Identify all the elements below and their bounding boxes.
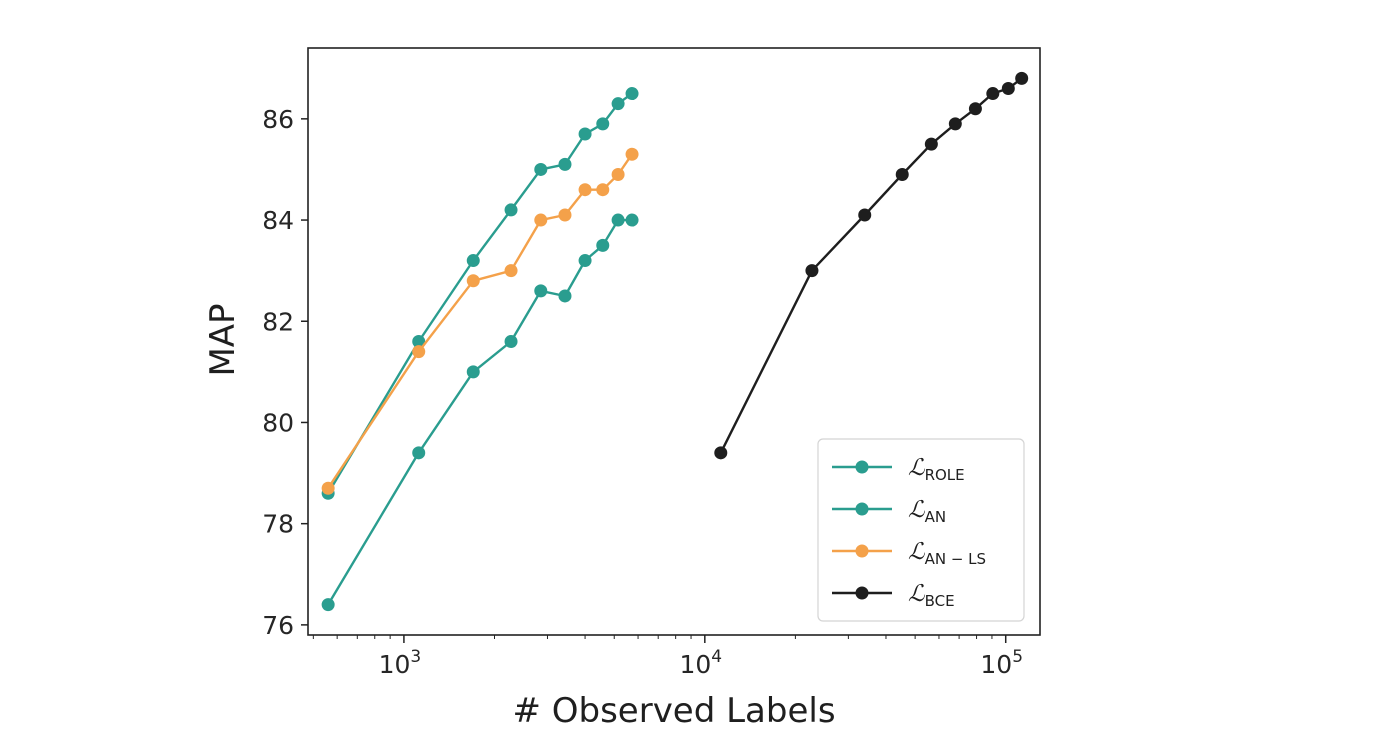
data-point bbox=[625, 213, 639, 227]
data-point bbox=[534, 213, 548, 227]
data-point bbox=[968, 102, 982, 116]
y-tick-label: 84 bbox=[262, 206, 294, 235]
data-point bbox=[534, 162, 548, 176]
data-point bbox=[466, 274, 480, 288]
x-tick-label: 105 bbox=[980, 647, 1023, 679]
data-point bbox=[412, 446, 426, 460]
data-point bbox=[578, 127, 592, 141]
data-point bbox=[466, 254, 480, 268]
data-point bbox=[534, 284, 548, 298]
data-point bbox=[558, 208, 572, 222]
data-point bbox=[611, 97, 625, 111]
data-point bbox=[858, 208, 872, 222]
series-line bbox=[327, 218, 632, 606]
x-axis-title: # Observed Labels bbox=[512, 691, 835, 731]
data-point bbox=[596, 238, 610, 252]
y-tick-label: 86 bbox=[262, 105, 294, 134]
data-point bbox=[558, 289, 572, 303]
y-tick-label: 76 bbox=[262, 611, 294, 640]
data-point bbox=[1015, 71, 1029, 85]
data-point bbox=[924, 137, 938, 151]
data-point bbox=[578, 183, 592, 197]
legend-marker bbox=[855, 586, 869, 600]
y-axis-title: MAP bbox=[203, 303, 243, 376]
data-point bbox=[1001, 81, 1015, 95]
y-tick-label: 82 bbox=[262, 307, 294, 336]
data-point bbox=[321, 481, 335, 495]
x-tick-label: 103 bbox=[379, 647, 422, 679]
x-tick-label: 104 bbox=[679, 647, 722, 679]
data-point bbox=[986, 87, 1000, 101]
data-point bbox=[714, 446, 728, 460]
data-point bbox=[596, 183, 610, 197]
data-point bbox=[895, 168, 909, 182]
data-point bbox=[504, 264, 518, 278]
data-point bbox=[625, 87, 639, 101]
legend-box bbox=[817, 438, 1025, 622]
data-point bbox=[596, 117, 610, 131]
legend-marker bbox=[855, 544, 869, 558]
data-point bbox=[625, 147, 639, 161]
y-tick-label: 78 bbox=[262, 510, 294, 539]
data-point bbox=[321, 598, 335, 612]
data-point bbox=[805, 264, 819, 278]
series-line bbox=[327, 153, 633, 489]
data-point bbox=[504, 203, 518, 217]
data-point bbox=[578, 254, 592, 268]
series-line bbox=[719, 77, 1023, 454]
data-point bbox=[558, 157, 572, 171]
series-line bbox=[327, 92, 633, 494]
data-point bbox=[412, 335, 426, 348]
legend-marker bbox=[855, 460, 869, 474]
series-bce bbox=[714, 71, 1029, 460]
data-point bbox=[611, 213, 625, 227]
data-point bbox=[504, 335, 518, 348]
series-layer bbox=[321, 71, 1029, 612]
legend-marker bbox=[855, 502, 869, 516]
data-point bbox=[611, 168, 625, 182]
data-point bbox=[466, 365, 480, 379]
series-an bbox=[321, 213, 639, 612]
series-an-ls bbox=[321, 147, 639, 495]
y-tick-label: 80 bbox=[262, 408, 294, 437]
data-point bbox=[412, 345, 426, 359]
data-point bbox=[948, 117, 962, 131]
